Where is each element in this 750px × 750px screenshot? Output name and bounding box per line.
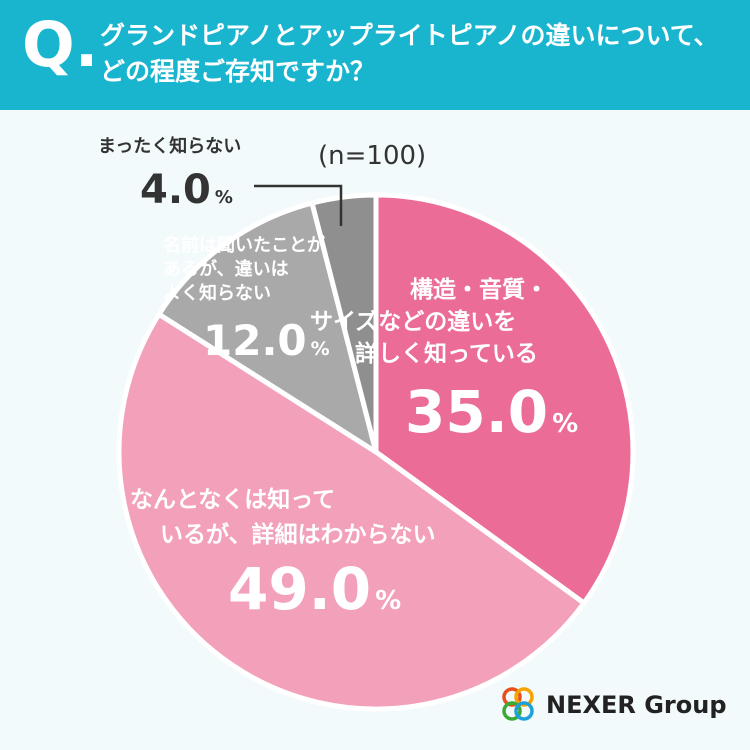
slice-2-label-line-1: なんとなくは知って (130, 486, 335, 513)
slice-1-label-line-2: サイズなどの違いを (310, 308, 516, 335)
slice-1-label-line-1: 構造・音質・ (410, 276, 548, 303)
slice-1-label-line-3: 詳しく知っている (355, 340, 538, 367)
slice-3-label-line-2: あるが、違いは (163, 258, 289, 280)
brand-name: NEXER Group (546, 691, 727, 719)
slice-4-value: 4.0% (140, 167, 233, 213)
brand-logo: NEXER Group (498, 683, 727, 727)
nexer-logo-icon (498, 685, 538, 725)
slice-3-label-line-1: 名前は聞いたことが (163, 234, 325, 256)
slice-2-label-line-2: いるが、詳細はわからない (160, 521, 436, 548)
slice-3-label-line-3: よく知らない (163, 282, 271, 304)
slice-4-label-line-1: まったく知らない (98, 135, 241, 157)
sample-size: (n=100) (318, 141, 426, 171)
